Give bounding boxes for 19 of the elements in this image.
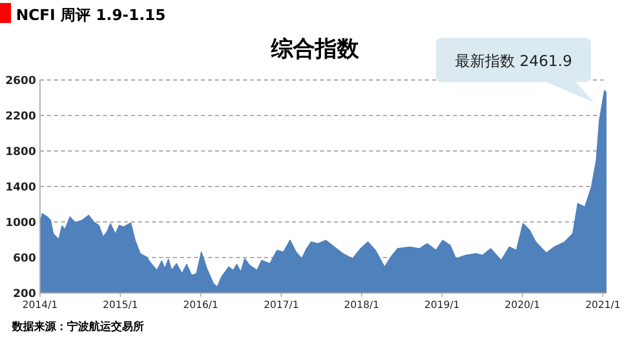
y-tick-label: 1800	[5, 145, 36, 158]
y-tick-label: 2600	[5, 74, 36, 87]
annotation: 最新指数 2461.9	[454, 52, 572, 70]
x-tick-label: 2021/1	[585, 300, 621, 311]
y-tick-label: 600	[13, 252, 36, 264]
x-tick-label: 2016/1	[183, 300, 218, 311]
x-tick-label: 2014/1	[22, 300, 58, 311]
x-tick-label: 2019/1	[424, 300, 460, 311]
y-tick-label: 200	[13, 287, 36, 300]
x-tick-label: 2015/1	[102, 300, 138, 311]
source-note: 数据来源：宁波航运交易所	[11, 320, 144, 333]
x-tick-label: 2018/1	[344, 300, 380, 311]
y-tick-label: 2200	[5, 110, 36, 122]
y-tick-label: 1400	[5, 180, 36, 194]
x-tick-label: 2017/1	[264, 300, 299, 311]
x-tick-label: 2020/1	[504, 300, 540, 311]
y-tick-label: 1000	[5, 216, 36, 229]
chart-subtitle: NCFI 周评 1.9-1.15	[16, 6, 166, 24]
chart-title: 综合指数	[270, 37, 360, 62]
